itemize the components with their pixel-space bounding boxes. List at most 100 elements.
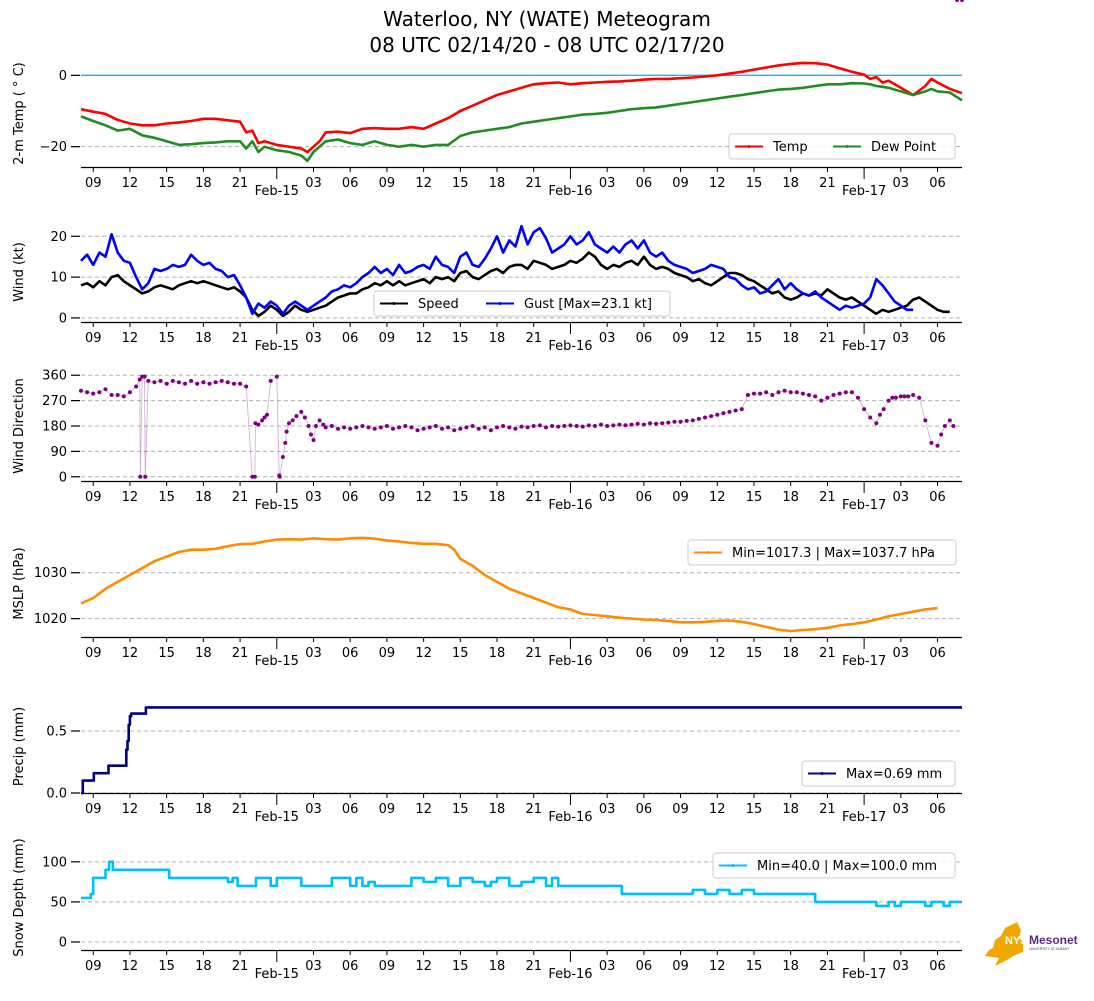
- x-tick-label: 15: [746, 490, 763, 505]
- legend-mslp: Min=1017.3 | Max=1037.7 hPa: [687, 539, 957, 566]
- y-tick-label: 50: [50, 895, 67, 910]
- data-point: [923, 418, 928, 423]
- data-point: [225, 380, 230, 385]
- x-tick-label: 06: [342, 802, 359, 817]
- data-point: [252, 474, 257, 479]
- x-tick-label: 12: [122, 646, 139, 661]
- data-point: [427, 425, 432, 430]
- data-point: [929, 440, 934, 445]
- x-tick-label: 03: [599, 802, 616, 817]
- data-point: [164, 381, 169, 386]
- x-tick-label: 06: [636, 959, 653, 974]
- legend-box: [373, 290, 671, 317]
- data-point: [176, 380, 181, 385]
- x-tick-label: 03: [893, 176, 910, 191]
- data-point: [513, 426, 518, 431]
- legend-marker: [820, 772, 824, 775]
- data-point: [727, 409, 732, 414]
- legend-marker: [498, 302, 502, 305]
- x-tick-label: 15: [158, 646, 175, 661]
- data-point: [317, 418, 322, 423]
- data-point: [213, 380, 218, 385]
- x-date-label: Feb-15: [255, 339, 299, 354]
- x-tick-label: 18: [489, 646, 506, 661]
- data-point: [690, 418, 695, 423]
- x-tick-label: 18: [489, 331, 506, 346]
- data-point: [238, 381, 243, 386]
- x-date-label: Feb-16: [548, 498, 592, 513]
- legend-box: [712, 852, 956, 879]
- x-tick-label: 03: [305, 959, 322, 974]
- data-point: [501, 424, 506, 428]
- data-point: [360, 424, 365, 428]
- x-date-label: Feb-16: [548, 184, 592, 199]
- data-point: [586, 423, 591, 428]
- x-tick-label: 09: [672, 176, 689, 191]
- data-point: [531, 424, 536, 428]
- x-tick-label: 21: [525, 646, 542, 661]
- y-tick-label: 0: [59, 470, 67, 485]
- x-tick-label: 06: [636, 490, 653, 505]
- data-point: [158, 378, 163, 383]
- legend-wind: Speed Gust [Max=23.1 kt]: [373, 290, 671, 317]
- data-point: [629, 422, 634, 427]
- x-tick-label: 21: [525, 176, 542, 191]
- data-point: [837, 391, 842, 396]
- legend-marker: [845, 145, 849, 148]
- x-tick-label: 18: [782, 646, 799, 661]
- x-tick-label: 09: [672, 331, 689, 346]
- y-axis-label: Precip (mm): [12, 707, 27, 786]
- x-tick-label: 06: [929, 490, 946, 505]
- legend-label: Min=1017.3 | Max=1037.7 hPa: [732, 546, 935, 561]
- x-tick-label: 09: [379, 176, 396, 191]
- x-tick-label: 21: [525, 490, 542, 505]
- x-tick-label: 12: [709, 176, 726, 191]
- x-tick-label: 21: [819, 490, 836, 505]
- data-point: [323, 425, 328, 430]
- x-tick-label: 03: [599, 646, 616, 661]
- data-point: [495, 425, 499, 430]
- y-tick-label: 10: [50, 271, 67, 286]
- y-tick-label: 1020: [34, 612, 67, 627]
- legend-box: [801, 760, 956, 787]
- x-tick-label: 12: [122, 802, 139, 817]
- x-tick-label: 12: [709, 802, 726, 817]
- x-tick-label: 06: [929, 959, 946, 974]
- x-tick-label: 21: [232, 490, 249, 505]
- x-tick-label: 18: [489, 802, 506, 817]
- data-point: [641, 422, 646, 427]
- data-point: [556, 424, 561, 429]
- data-point: [562, 424, 567, 428]
- y-axis-label: Wind (kt): [12, 242, 27, 302]
- data-point: [342, 425, 347, 430]
- y-tick-label: 100: [42, 855, 67, 870]
- x-date-label: Feb-16: [548, 654, 592, 669]
- data-point: [519, 424, 524, 429]
- data-point: [881, 407, 886, 412]
- data-point: [284, 429, 289, 434]
- y-axis-label: Wind Direction: [12, 378, 27, 474]
- x-tick-label: 15: [158, 802, 175, 817]
- x-tick-label: 03: [305, 646, 322, 661]
- y-tick-label: 0.0: [46, 787, 67, 802]
- data-point: [947, 418, 952, 423]
- legend-label: Gust [Max=23.1 kt]: [524, 297, 652, 312]
- data-point: [294, 414, 299, 419]
- data-point: [207, 381, 212, 386]
- data-point: [121, 394, 126, 399]
- x-tick-label: 09: [379, 331, 396, 346]
- x-tick-label: 21: [232, 802, 249, 817]
- data-point: [666, 420, 671, 425]
- data-point: [143, 474, 148, 479]
- data-point: [91, 391, 96, 396]
- legend-marker: [706, 551, 710, 554]
- chart-title-line1: Waterloo, NY (WATE) Meteogram: [383, 7, 711, 31]
- x-tick-label: 06: [929, 176, 946, 191]
- data-point: [109, 393, 114, 397]
- chart-title-line2: 08 UTC 02/14/20 - 08 UTC 02/17/20: [369, 33, 725, 57]
- x-tick-label: 18: [195, 490, 212, 505]
- x-date-label: Feb-16: [548, 339, 592, 354]
- series-line: [80, 81, 963, 163]
- x-tick-label: 15: [452, 331, 469, 346]
- data-point: [277, 474, 282, 479]
